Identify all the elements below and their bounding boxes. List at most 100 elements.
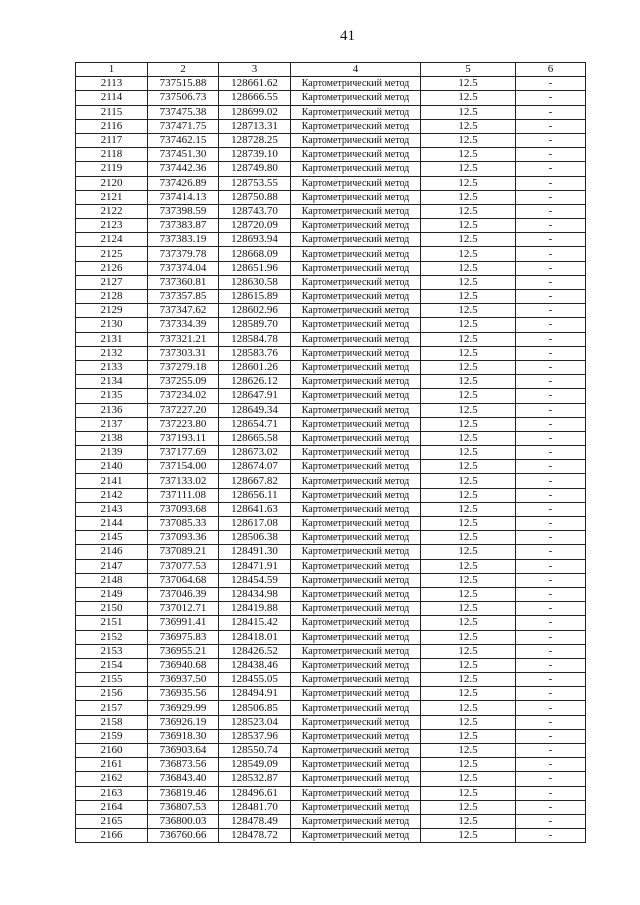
note-cell: - xyxy=(515,359,586,376)
method-cell: Картометрический метод xyxy=(290,828,421,844)
y-coordinate-cell: 128647.91 xyxy=(218,388,291,404)
method-cell: Картометрический метод xyxy=(290,572,421,588)
y-coordinate-cell: 128496.61 xyxy=(218,785,291,801)
point-number-cell: 2125 xyxy=(75,246,148,262)
x-coordinate-cell: 737383.87 xyxy=(147,218,219,234)
accuracy-cell: 12.5 xyxy=(420,742,516,759)
accuracy-cell: 12.5 xyxy=(420,473,516,489)
x-coordinate-cell: 737383.19 xyxy=(147,232,219,248)
method-cell: Картометрический метод xyxy=(290,76,421,92)
x-coordinate-cell: 737398.59 xyxy=(147,203,219,220)
note-cell: - xyxy=(515,161,586,177)
table-row: 2140 737154.00 128674.07 Картометрический м… xyxy=(75,459,586,475)
method-cell: Картометрический метод xyxy=(290,544,421,560)
note-cell: - xyxy=(515,828,586,844)
accuracy-cell: 12.5 xyxy=(420,147,516,163)
table-row: 2161 736873.56 128549.09 Картометрический м… xyxy=(75,757,586,773)
y-coordinate-cell: 128455.05 xyxy=(218,672,291,688)
x-coordinate-cell: 736940.68 xyxy=(147,657,219,674)
accuracy-cell: 12.5 xyxy=(420,303,516,319)
note-cell: - xyxy=(515,742,586,759)
point-number-cell: 2114 xyxy=(75,90,148,106)
y-coordinate-cell: 128630.58 xyxy=(218,274,291,291)
table-row: 2121 737414.13 128750.88 Картометрический м… xyxy=(75,189,586,205)
table-row: 2139 737177.69 128673.02 Картометрический м… xyxy=(75,445,586,461)
point-number-cell: 2146 xyxy=(75,544,148,560)
x-coordinate-cell: 736760.66 xyxy=(147,828,219,844)
column-header-3: 3 xyxy=(218,61,291,78)
table-row: 2114 737506.73 128666.55 Картометрический м… xyxy=(75,90,586,106)
note-cell: - xyxy=(515,657,586,674)
point-number-cell: 2131 xyxy=(75,331,148,347)
accuracy-cell: 12.5 xyxy=(420,700,516,716)
table-row: 2137 737223.80 128654.71 Картометрический м… xyxy=(75,416,586,432)
point-number-cell: 2113 xyxy=(75,76,148,92)
accuracy-cell: 12.5 xyxy=(420,232,516,248)
table-row: 2151 736991.41 128415.42 Картометрический м… xyxy=(75,615,586,631)
method-cell: Картометрический метод xyxy=(290,686,421,702)
method-cell: Картометрический метод xyxy=(290,232,421,248)
accuracy-cell: 12.5 xyxy=(420,430,516,447)
method-cell: Картометрический метод xyxy=(290,785,421,801)
method-cell: Картометрический метод xyxy=(290,501,421,518)
note-cell: - xyxy=(515,90,586,106)
method-cell: Картометрический метод xyxy=(290,402,421,418)
point-number-cell: 2122 xyxy=(75,203,148,220)
method-cell: Картометрический метод xyxy=(290,359,421,376)
x-coordinate-cell: 737321.21 xyxy=(147,331,219,347)
point-number-cell: 2141 xyxy=(75,473,148,489)
method-cell: Картометрический метод xyxy=(290,345,421,361)
column-header-5: 5 xyxy=(420,61,516,78)
note-cell: - xyxy=(515,246,586,262)
note-cell: - xyxy=(515,459,586,475)
y-coordinate-cell: 128651.96 xyxy=(218,260,291,276)
method-cell: Картометрический метод xyxy=(290,374,421,390)
note-cell: - xyxy=(515,416,586,432)
accuracy-cell: 12.5 xyxy=(420,132,516,149)
method-cell: Картометрический метод xyxy=(290,700,421,716)
y-coordinate-cell: 128673.02 xyxy=(218,445,291,461)
y-coordinate-cell: 128418.01 xyxy=(218,629,291,645)
point-number-cell: 2130 xyxy=(75,317,148,333)
x-coordinate-cell: 737077.53 xyxy=(147,558,219,574)
note-cell: - xyxy=(515,175,586,191)
x-coordinate-cell: 737279.18 xyxy=(147,359,219,376)
method-cell: Картометрический метод xyxy=(290,799,421,815)
y-coordinate-cell: 128750.88 xyxy=(218,189,291,205)
y-coordinate-cell: 128667.82 xyxy=(218,473,291,489)
x-coordinate-cell: 737334.39 xyxy=(147,317,219,333)
y-coordinate-cell: 128661.62 xyxy=(218,76,291,92)
y-coordinate-cell: 128739.10 xyxy=(218,147,291,163)
accuracy-cell: 12.5 xyxy=(420,246,516,262)
x-coordinate-cell: 736819.46 xyxy=(147,785,219,801)
note-cell: - xyxy=(515,757,586,773)
method-cell: Картометрический метод xyxy=(290,487,421,503)
note-cell: - xyxy=(515,601,586,617)
x-coordinate-cell: 737475.38 xyxy=(147,104,219,120)
accuracy-cell: 12.5 xyxy=(420,76,516,92)
x-coordinate-cell: 737462.15 xyxy=(147,132,219,149)
note-cell: - xyxy=(515,487,586,503)
method-cell: Картометрический метод xyxy=(290,147,421,163)
table-row: 2113 737515.88 128661.62 Картометрический м… xyxy=(75,76,586,92)
method-cell: Картометрический метод xyxy=(290,672,421,688)
note-cell: - xyxy=(515,402,586,418)
point-number-cell: 2132 xyxy=(75,345,148,361)
accuracy-cell: 12.5 xyxy=(420,686,516,702)
table-row: 2150 737012.71 128419.88 Картометрический м… xyxy=(75,601,586,617)
table-row: 2132 737303.31 128583.76 Картометрический м… xyxy=(75,345,586,361)
y-coordinate-cell: 128753.55 xyxy=(218,175,291,191)
method-cell: Картометрический метод xyxy=(290,459,421,475)
note-cell: - xyxy=(515,785,586,801)
x-coordinate-cell: 736926.19 xyxy=(147,714,219,730)
point-number-cell: 2163 xyxy=(75,785,148,801)
x-coordinate-cell: 737227.20 xyxy=(147,402,219,418)
x-coordinate-cell: 737360.81 xyxy=(147,274,219,291)
x-coordinate-cell: 737255.09 xyxy=(147,374,219,390)
x-coordinate-cell: 737154.00 xyxy=(147,459,219,475)
x-coordinate-cell: 737471.75 xyxy=(147,118,219,134)
x-coordinate-cell: 737177.69 xyxy=(147,445,219,461)
table-row: 2118 737451.30 128739.10 Картометрический м… xyxy=(75,147,586,163)
table-row: 2133 737279.18 128601.26 Картометрический м… xyxy=(75,359,586,376)
